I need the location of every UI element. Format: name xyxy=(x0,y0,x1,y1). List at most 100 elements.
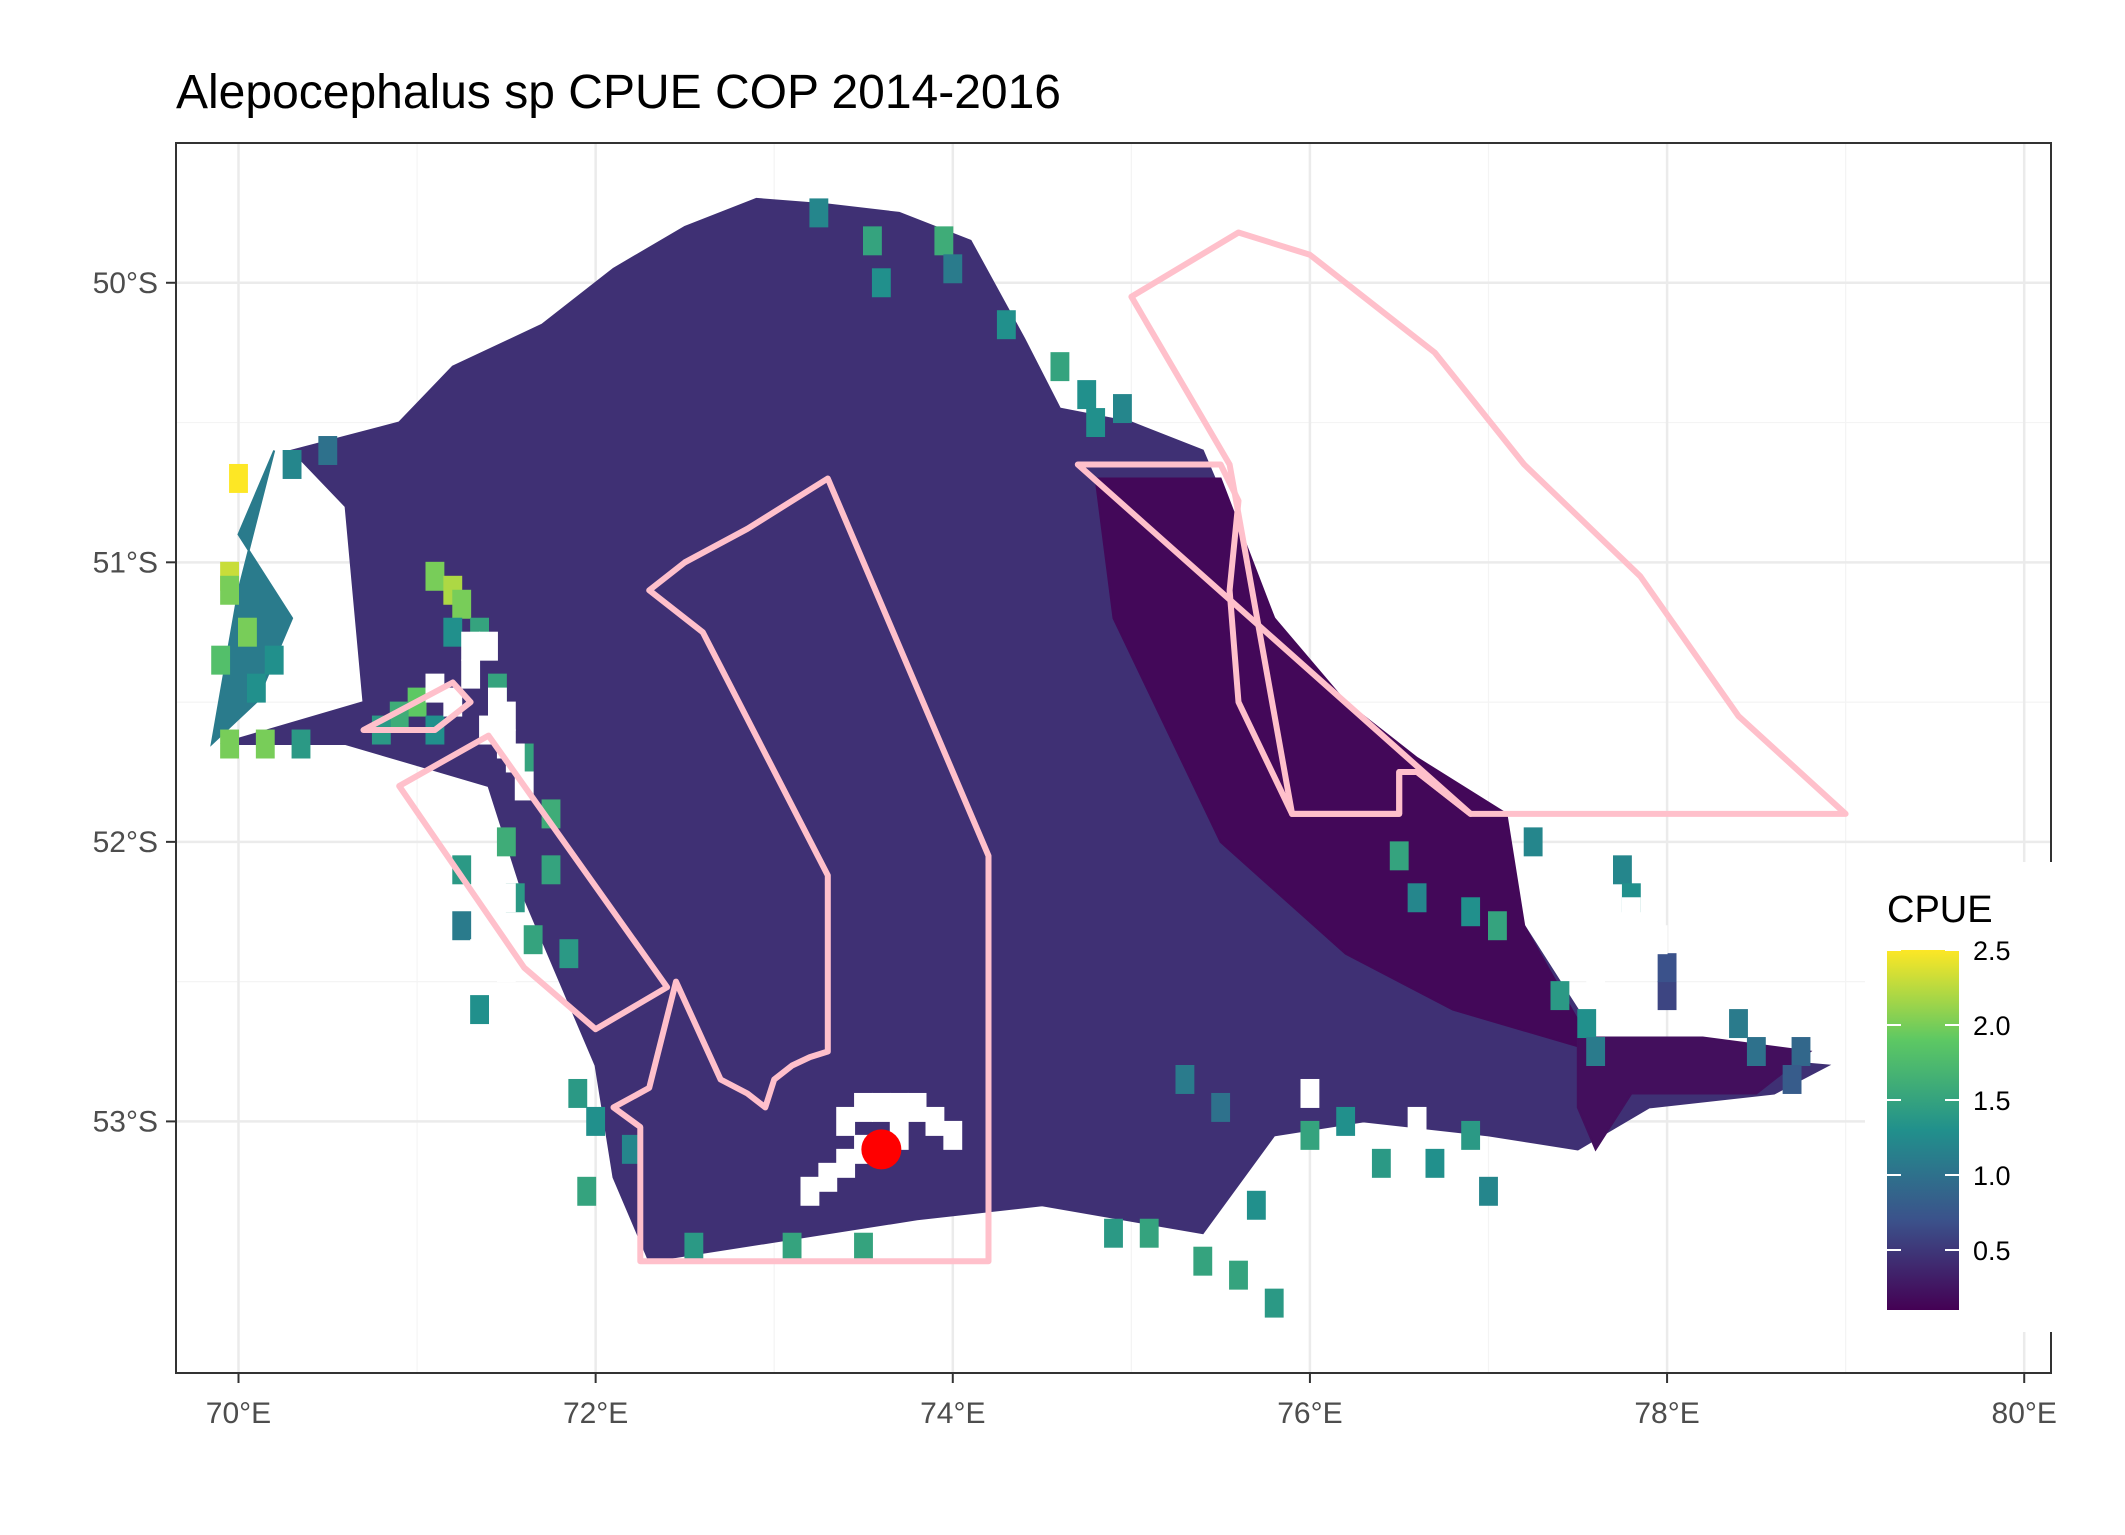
cpue-cell xyxy=(1657,953,1677,983)
no-data-cell xyxy=(1407,1106,1427,1136)
cpue-cell xyxy=(621,1134,641,1164)
cpue-cell xyxy=(1246,1190,1266,1220)
cpue-cell xyxy=(1782,1065,1802,1094)
y-tick-label: 53°S xyxy=(93,1105,158,1138)
cpue-cell xyxy=(1657,981,1677,1011)
cpue-cell xyxy=(1389,841,1409,871)
cpue-cell xyxy=(452,911,472,941)
no-data-cell xyxy=(496,953,516,983)
cpue-cell xyxy=(1488,911,1507,941)
no-data-cell xyxy=(1621,897,1641,927)
x-tick-label: 70°E xyxy=(206,1397,271,1430)
x-tick-label: 76°E xyxy=(1277,1397,1342,1430)
cpue-cell xyxy=(238,617,257,647)
location-marker xyxy=(861,1129,902,1170)
no-data-cell xyxy=(470,939,489,969)
no-data-cell xyxy=(1648,925,1668,955)
cpue-cell xyxy=(1791,1037,1811,1066)
plot-border xyxy=(175,142,2052,1374)
legend-tick-label: 0.5 xyxy=(1973,1236,2011,1266)
area-outline-western-strip xyxy=(396,732,671,1033)
cpue-cell xyxy=(1407,883,1427,913)
x-tick-label: 74°E xyxy=(920,1397,985,1430)
no-data-cell xyxy=(800,1176,820,1206)
no-data-cell xyxy=(871,1092,891,1122)
cpue-cell xyxy=(541,855,561,885)
no-data-cell xyxy=(1586,967,1606,997)
x-axis: 70°E 72°E 74°E 76°E 78°E 80°E xyxy=(206,1373,2057,1430)
cpue-cell xyxy=(1193,1246,1213,1276)
no-data-cell xyxy=(496,883,516,913)
legend-tick-label: 1.0 xyxy=(1973,1161,2011,1191)
cpue-cell xyxy=(291,729,311,759)
cpue-cell xyxy=(1613,855,1632,885)
cpue-cell xyxy=(229,463,248,493)
area-outline-western-triangle xyxy=(360,679,474,733)
cpue-cell xyxy=(1523,827,1543,857)
cpue-cell xyxy=(1077,380,1097,410)
legend-title: CPUE xyxy=(1887,889,1993,931)
cpue-cell xyxy=(1586,1037,1606,1066)
x-tick-label: 72°E xyxy=(563,1397,628,1430)
cpue-cell xyxy=(246,673,266,703)
cpue-cell xyxy=(523,925,543,955)
no-data-cell xyxy=(818,1162,838,1192)
cpue-cell xyxy=(943,254,963,284)
cpue-cell xyxy=(220,729,239,759)
no-data-cell xyxy=(854,1092,873,1122)
cpue-cell xyxy=(1425,1148,1445,1178)
area-outline-central-east-block xyxy=(610,475,992,1265)
no-data-cell xyxy=(461,631,481,661)
y-axis: 50°S 51°S 52°S 53°S xyxy=(93,267,176,1138)
no-data-cell xyxy=(452,799,472,829)
cpue-cell xyxy=(452,855,472,885)
cpue-cell xyxy=(996,310,1016,340)
chart-title: Alepocephalus sp CPUE COP 2014-2016 xyxy=(176,66,1061,119)
cpue-cell xyxy=(782,1232,802,1262)
cpue-cell xyxy=(1461,1120,1481,1150)
cpue-cell xyxy=(220,575,239,605)
legend-tick-label: 1.5 xyxy=(1973,1086,2011,1116)
management-areas xyxy=(360,229,1849,1265)
cpue-cell xyxy=(1300,1120,1320,1150)
y-tick-label: 52°S xyxy=(93,826,158,859)
cpue-cell xyxy=(1050,352,1070,382)
cpue-cell xyxy=(684,1232,704,1262)
no-data-cell xyxy=(836,1148,856,1178)
cpue-cell xyxy=(809,198,829,228)
legend-colorbar xyxy=(1887,950,1959,1310)
cpue-cell xyxy=(264,645,284,675)
cpue-cell xyxy=(1264,1288,1284,1318)
cpue-cell xyxy=(452,589,472,619)
cpue-cell xyxy=(1113,394,1132,424)
cpue-cell xyxy=(1461,897,1481,927)
area-outline-northeast-sector xyxy=(1128,229,1849,817)
no-data-cell xyxy=(496,701,516,731)
cpue-cell xyxy=(1211,1092,1231,1122)
cpue-cell xyxy=(1371,1148,1391,1178)
cpue-cell xyxy=(1104,1218,1123,1248)
cpue-cell xyxy=(1229,1260,1248,1290)
cpue-cell xyxy=(255,729,275,759)
cpue-cell xyxy=(1746,1037,1766,1066)
no-data-cell xyxy=(907,1092,927,1122)
cpue-cell xyxy=(1729,1009,1748,1039)
no-data-cell xyxy=(1300,1078,1320,1108)
cpue-cell xyxy=(425,561,445,591)
y-tick-label: 51°S xyxy=(93,546,158,579)
cpue-cell xyxy=(854,1232,873,1262)
cpue-cell xyxy=(934,226,954,256)
cpue-cell xyxy=(318,436,338,465)
legend-tick-label: 2.0 xyxy=(1973,1011,2011,1041)
cpue-cell xyxy=(1139,1218,1159,1248)
y-tick-label: 50°S xyxy=(93,267,158,300)
cpue-cell xyxy=(496,827,516,857)
cpue-cell xyxy=(559,939,579,969)
cpue-cell xyxy=(568,1078,588,1108)
cpue-cell xyxy=(1175,1065,1195,1094)
x-tick-label: 78°E xyxy=(1634,1397,1699,1430)
cpue-cell xyxy=(863,226,882,256)
cpue-cell xyxy=(577,1176,597,1206)
cpue-cell xyxy=(443,617,463,647)
